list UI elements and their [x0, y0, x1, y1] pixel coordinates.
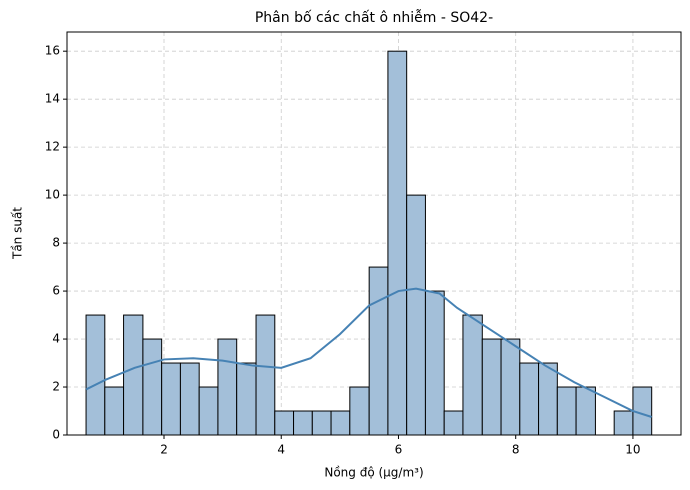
bar [443, 410, 464, 436]
bar [500, 338, 521, 436]
bar [142, 338, 163, 436]
bar [161, 362, 181, 436]
bar [424, 290, 445, 436]
bar [575, 386, 596, 436]
bar [462, 314, 483, 436]
bar [538, 362, 558, 436]
bar [104, 386, 125, 436]
y-tick-label: 10 [45, 188, 60, 202]
x-tick-label: 4 [277, 443, 285, 457]
bar [179, 362, 200, 436]
bar [311, 410, 332, 436]
bar [123, 314, 144, 436]
x-tick-label: 6 [395, 443, 403, 457]
bar [613, 410, 634, 436]
bar [198, 386, 219, 436]
y-tick-label: 6 [52, 284, 60, 298]
x-tick-label: 8 [512, 443, 520, 457]
kde-line [85, 287, 652, 418]
y-tick-label: 12 [45, 140, 60, 154]
bar [274, 410, 295, 436]
x-axis-label: Nồng độ (µg/m³) [324, 466, 423, 480]
bar [349, 386, 370, 436]
y-tick-label: 4 [52, 332, 60, 346]
bar [368, 266, 389, 436]
bar [519, 362, 540, 436]
plot-frame [66, 31, 682, 436]
y-tick-label: 0 [52, 428, 60, 442]
y-tick-label: 14 [45, 92, 60, 106]
x-tick-label: 2 [160, 443, 168, 457]
bar [236, 362, 257, 436]
bar [85, 314, 106, 436]
bar [387, 50, 408, 436]
y-axis-label: Tần suất [11, 207, 25, 260]
bar [556, 386, 577, 436]
bar [481, 338, 502, 436]
y-tick-label: 16 [45, 44, 60, 58]
chart-title: Phân bố các chất ô nhiễm - SO42- [255, 9, 493, 26]
bar [217, 338, 238, 436]
bar [406, 194, 426, 436]
bar [330, 410, 351, 436]
x-tick-label: 10 [625, 443, 640, 457]
bar [293, 410, 313, 436]
bar [255, 314, 276, 436]
y-tick-label: 2 [52, 380, 60, 394]
y-tick-label: 8 [52, 236, 60, 250]
